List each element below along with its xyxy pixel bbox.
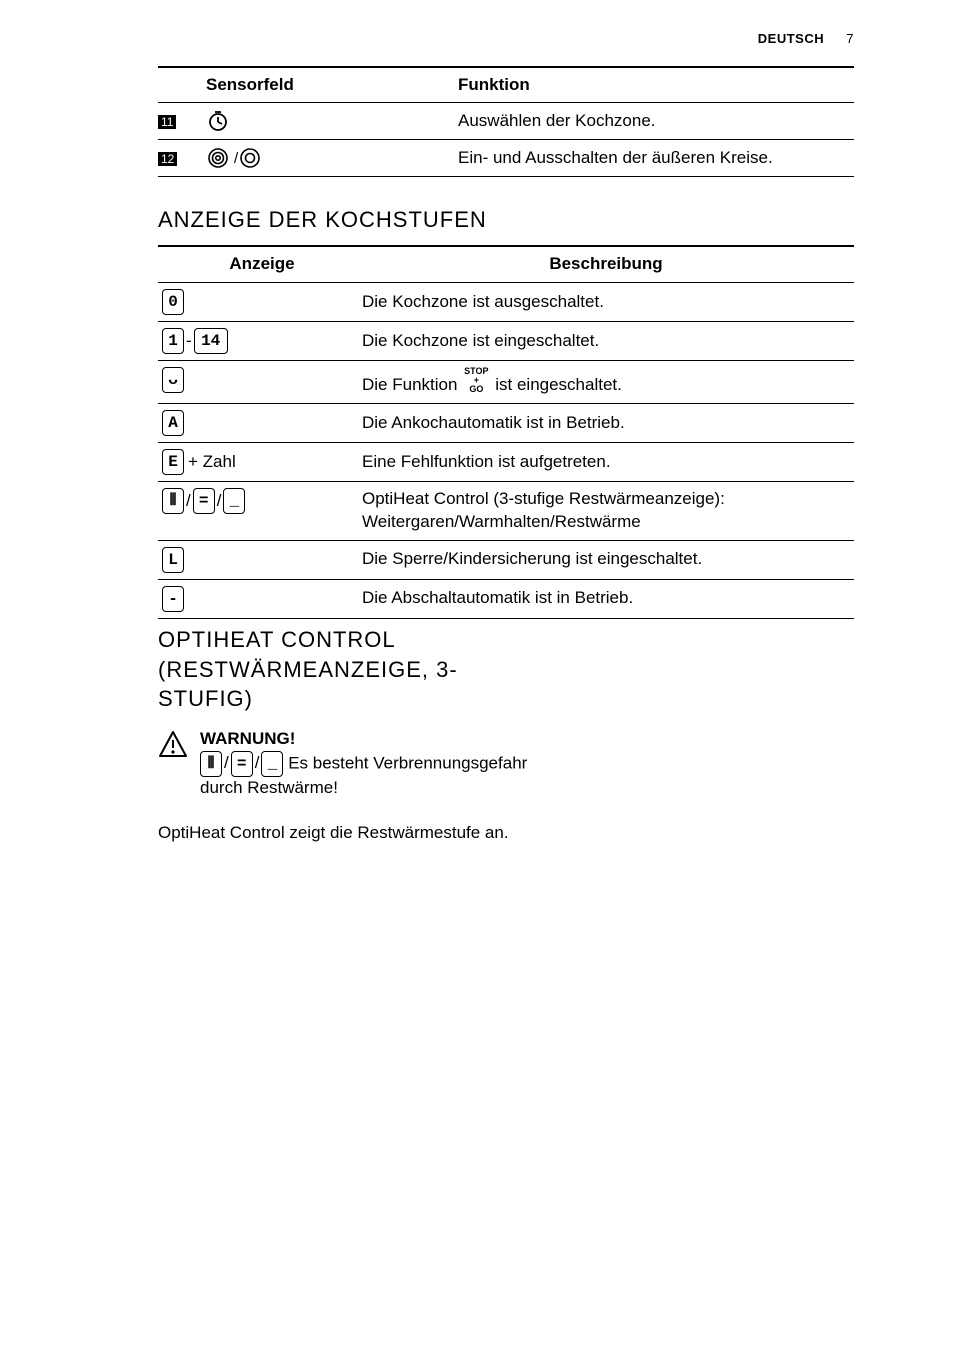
- display-row-beschreibung: Die Kochzone ist eingeschaltet.: [358, 322, 854, 361]
- display-row: E+ ZahlEine Fehlfunktion ist aufgetreten…: [158, 443, 854, 482]
- display-row-beschreibung: Eine Fehlfunktion ist aufgetreten.: [358, 443, 854, 482]
- display-table: Anzeige Beschreibung 0 Die Kochzone ist a…: [158, 245, 854, 619]
- display-segment: E: [162, 449, 184, 475]
- sensor-row: 11 Auswählen der Kochzone.: [158, 103, 854, 140]
- display-separator: /: [217, 490, 222, 513]
- sensor-col-sensor-header: Sensorfeld: [198, 67, 458, 103]
- header-lang: DEUTSCH: [758, 31, 824, 46]
- number-badge: 11: [158, 115, 176, 129]
- display-separator: -: [186, 330, 192, 353]
- display-row-anzeige: E+ Zahl: [158, 443, 358, 482]
- section-display-title: ANZEIGE DER KOCHSTUFEN: [158, 205, 854, 235]
- display-row-anzeige: A: [158, 404, 358, 443]
- display-segment: L: [162, 547, 184, 573]
- display-row-beschreibung: Die Funktion STOP+GO ist eingeschaltet.: [358, 361, 854, 404]
- sensor-row-func: Ein- und Ausschalten der äußeren Kreise.: [458, 140, 854, 177]
- display-segment: A: [162, 410, 184, 436]
- display-row-anzeige: ᴗ: [158, 361, 358, 404]
- display-row-anzeige: 0: [158, 283, 358, 322]
- display-segment: 0: [162, 289, 184, 315]
- page-header: DEUTSCH 7: [158, 30, 854, 48]
- display-row-anzeige: -: [158, 579, 358, 618]
- display-row: ⦀/=/_OptiHeat Control (3-stufige Restwär…: [158, 482, 854, 541]
- display-col-beschreibung-header: Beschreibung: [358, 246, 854, 282]
- sensor-col-func-header: Funktion: [458, 67, 854, 103]
- sensor-table-body: 11 Auswählen der Kochzone. 12 / Ein- und Aus…: [158, 103, 854, 177]
- display-row-anzeige: L: [158, 540, 358, 579]
- warning-segs: ⦀/=/_: [200, 753, 283, 772]
- display-segment: _: [223, 488, 245, 514]
- display-segment: =: [193, 488, 215, 514]
- display-segment: -: [162, 586, 184, 612]
- display-separator: /: [224, 752, 229, 775]
- sensor-col-num-header: [158, 67, 198, 103]
- sensor-row-func: Auswählen der Kochzone.: [458, 103, 854, 140]
- display-row-beschreibung: OptiHeat Control (3-stufige Restwärmeanz…: [358, 482, 854, 541]
- sensor-row-icon: /: [198, 140, 458, 177]
- sensor-row-number: 11: [158, 103, 198, 140]
- warning-icon: [158, 730, 188, 800]
- svg-text:/: /: [234, 150, 239, 167]
- body-paragraph: OptiHeat Control zeigt die Restwärmestuf…: [158, 822, 538, 845]
- display-segment: 14: [194, 328, 228, 354]
- sensor-row-number: 12: [158, 140, 198, 177]
- display-segment: _: [261, 751, 283, 777]
- warning-block: WARNUNG! ⦀/=/_ Es besteht Verbrennungsge…: [158, 728, 538, 800]
- display-row-beschreibung: Die Ankochautomatik ist in Betrieb.: [358, 404, 854, 443]
- display-row: - Die Abschaltautomatik ist in Betrieb.: [158, 579, 854, 618]
- display-table-body: 0Die Kochzone ist ausgeschaltet.1-14Die …: [158, 283, 854, 619]
- display-segment: =: [231, 751, 253, 777]
- sensor-row-icon: [198, 103, 458, 140]
- display-segment: ⦀: [162, 488, 184, 514]
- display-row-anzeige: ⦀/=/_: [158, 482, 358, 541]
- number-badge: 12: [158, 152, 177, 166]
- display-row: ᴗ Die Funktion STOP+GO ist eingeschaltet.: [158, 361, 854, 404]
- stop-go-icon: STOP+GO: [464, 367, 488, 394]
- display-segment: ⦀: [200, 751, 222, 777]
- warning-text: WARNUNG! ⦀/=/_ Es besteht Verbrennungsge…: [200, 728, 538, 800]
- warning-title: WARNUNG!: [200, 729, 295, 748]
- display-separator: /: [186, 490, 191, 513]
- display-segment: ᴗ: [162, 367, 184, 393]
- display-row-anzeige: 1-14: [158, 322, 358, 361]
- display-row-beschreibung: Die Abschaltautomatik ist in Betrieb.: [358, 579, 854, 618]
- display-row-beschreibung: Die Kochzone ist ausgeschaltet.: [358, 283, 854, 322]
- display-row: A Die Ankochautomatik ist in Betrieb.: [158, 404, 854, 443]
- display-separator: /: [255, 752, 260, 775]
- display-segment: 1: [162, 328, 184, 354]
- display-row-beschreibung: Die Sperre/Kindersicherung ist eingescha…: [358, 540, 854, 579]
- header-page-number: 7: [846, 31, 854, 46]
- sensor-table: Sensorfeld Funktion 11 Auswählen der Koch…: [158, 66, 854, 178]
- display-row: L Die Sperre/Kindersicherung ist eingesch…: [158, 540, 854, 579]
- display-row: 0 Die Kochzone ist ausgeschaltet.: [158, 283, 854, 322]
- display-col-anzeige-header: Anzeige: [158, 246, 358, 282]
- section-optiheat-title: OPTIHEAT CONTROL(RESTWÄRMEANZEIGE, 3-STU…: [158, 625, 854, 714]
- sensor-row: 12 / Ein- und Ausschalten der äußeren Krei…: [158, 140, 854, 177]
- display-extra-text: + Zahl: [188, 452, 236, 471]
- display-row: 1-14Die Kochzone ist eingeschaltet.: [158, 322, 854, 361]
